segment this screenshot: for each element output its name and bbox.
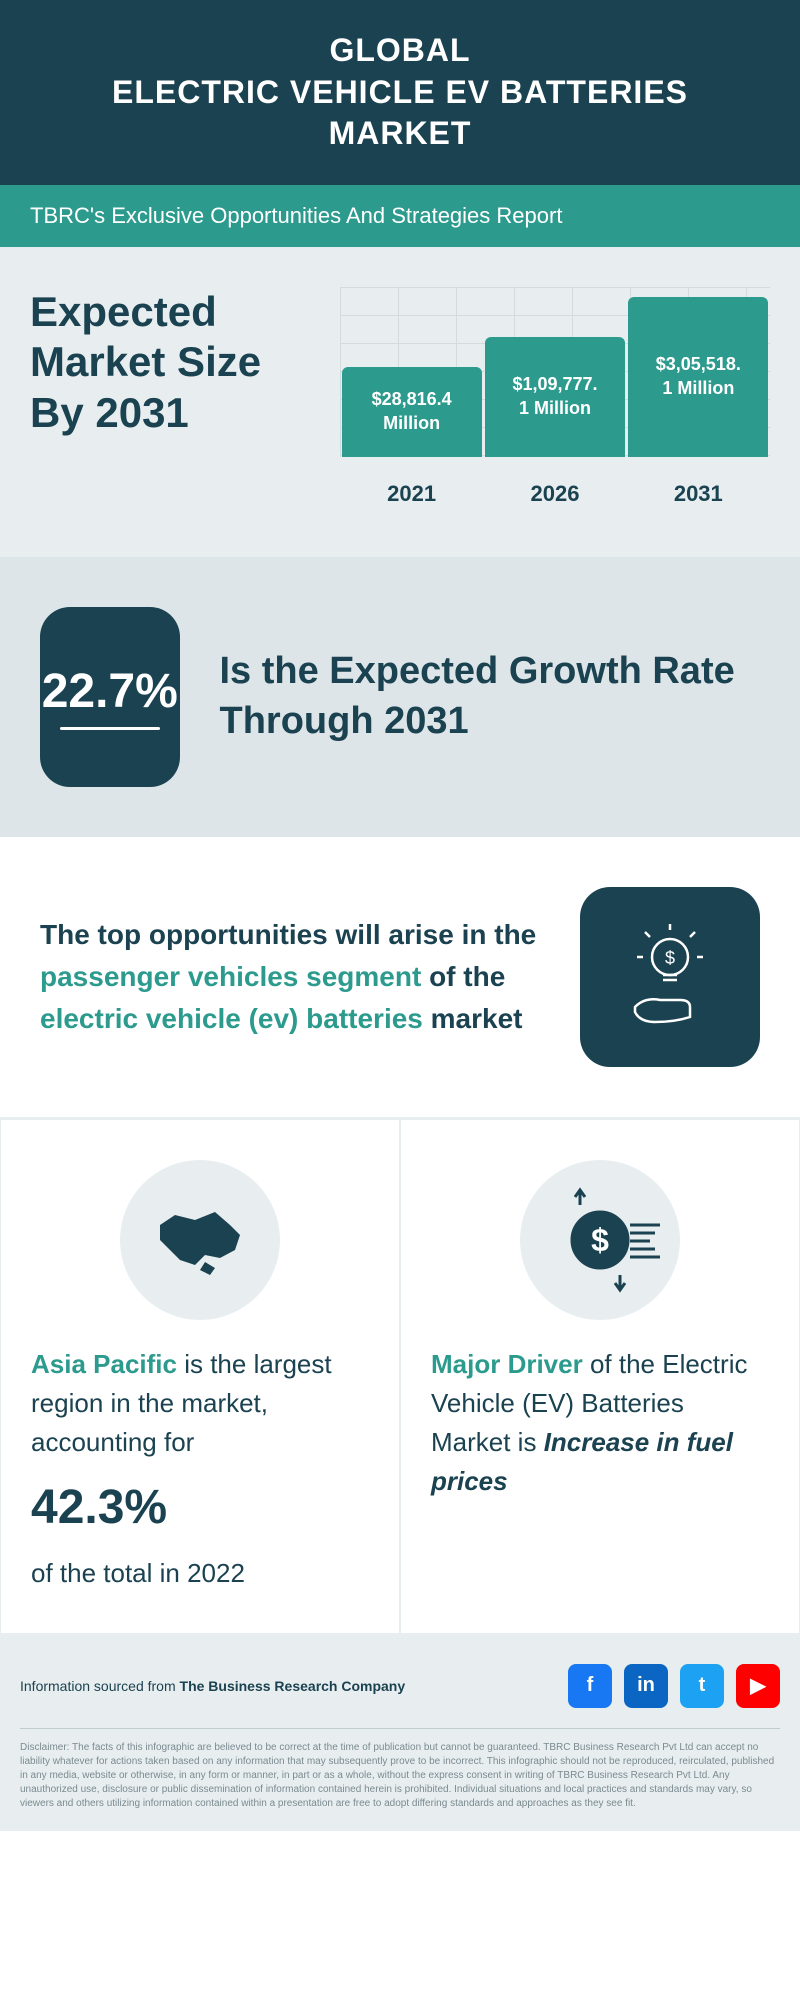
header-banner: GLOBAL ELECTRIC VEHICLE EV BATTERIES MAR… (0, 0, 800, 185)
chart-bar: $28,816.4Million (342, 367, 482, 457)
youtube-icon[interactable]: ▶ (736, 1664, 780, 1708)
subtitle-bar: TBRC's Exclusive Opportunities And Strat… (0, 185, 800, 247)
chart-bar-year: 2026 (485, 481, 625, 507)
region-column: Asia Pacific is the largest region in th… (0, 1119, 400, 1634)
chart-bar-year: 2021 (342, 481, 482, 507)
twitter-icon[interactable]: t (680, 1664, 724, 1708)
svg-text:$: $ (591, 1222, 609, 1258)
growth-rate-section: 22.7% Is the Expected Growth Rate Throug… (0, 557, 800, 837)
disclaimer-text: Disclaimer: The facts of this infographi… (20, 1728, 780, 1811)
source-attribution: Information sourced from The Business Re… (20, 1678, 405, 1694)
lightbulb-hand-icon: $ (580, 887, 760, 1067)
chart-bars: $28,816.4Million$1,09,777.1 Million$3,05… (340, 287, 770, 457)
opportunity-text: The top opportunities will arise in the … (40, 914, 540, 1040)
chart-bar: $3,05,518.1 Million (628, 297, 768, 457)
growth-rate-badge: 22.7% (40, 607, 180, 787)
driver-text: Major Driver of the Electric Vehicle (EV… (431, 1345, 769, 1501)
chart-bar: $1,09,777.1 Million (485, 337, 625, 457)
two-column-section: Asia Pacific is the largest region in th… (0, 1119, 800, 1634)
linkedin-icon[interactable]: in (624, 1664, 668, 1708)
social-links: fint ▶ (568, 1664, 780, 1708)
facebook-icon[interactable]: f (568, 1664, 612, 1708)
market-size-chart: $28,816.4Million$1,09,777.1 Million$3,05… (340, 287, 770, 507)
driver-column: $ Major Driver of the Electric Vehicle (… (400, 1119, 800, 1634)
dollar-arrows-icon: $ (520, 1160, 680, 1320)
chart-x-labels: 202120262031 (340, 481, 770, 507)
footer: Information sourced from The Business Re… (0, 1634, 800, 1831)
region-text: Asia Pacific is the largest region in th… (31, 1345, 369, 1593)
asia-map-icon (120, 1160, 280, 1320)
market-size-label: Expected Market Size By 2031 (30, 287, 310, 507)
growth-rate-text: Is the Expected Growth Rate Through 2031 (220, 647, 761, 746)
chart-bar-year: 2031 (628, 481, 768, 507)
page-title: GLOBAL ELECTRIC VEHICLE EV BATTERIES MAR… (40, 30, 760, 155)
market-size-section: Expected Market Size By 2031 $28,816.4Mi… (0, 247, 800, 557)
opportunity-section: The top opportunities will arise in the … (0, 837, 800, 1119)
svg-text:$: $ (665, 948, 675, 968)
